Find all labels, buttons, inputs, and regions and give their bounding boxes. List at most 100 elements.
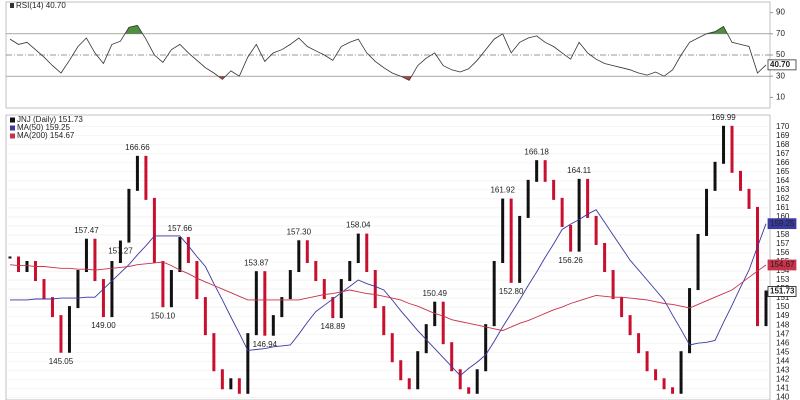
price-bar bbox=[467, 387, 471, 394]
price-bar bbox=[246, 333, 250, 394]
price-bar bbox=[373, 270, 377, 309]
price-bar bbox=[101, 279, 105, 318]
value-label: 153.87 bbox=[244, 258, 269, 267]
value-label: 145.05 bbox=[49, 357, 74, 366]
y-tick-label: 144 bbox=[776, 356, 790, 365]
y-tick-label: 160 bbox=[776, 212, 790, 221]
value-label: 150.49 bbox=[422, 289, 447, 298]
price-bar bbox=[569, 224, 573, 252]
price-bar bbox=[756, 206, 760, 327]
price-bar bbox=[59, 315, 63, 353]
legend-swatch bbox=[10, 117, 15, 123]
y-tick-label: 153 bbox=[776, 275, 790, 284]
price-bar bbox=[25, 261, 29, 273]
value-label: 149.00 bbox=[91, 321, 116, 330]
price-bar bbox=[518, 215, 522, 283]
price-bar bbox=[662, 378, 666, 390]
price-bar bbox=[118, 240, 122, 264]
legend-swatch bbox=[10, 125, 15, 131]
y-tick-label: 164 bbox=[776, 176, 790, 185]
y-tick-label: 70 bbox=[776, 29, 785, 38]
legend-swatch bbox=[10, 133, 15, 139]
price-bar bbox=[722, 125, 726, 164]
price-bar bbox=[594, 215, 598, 245]
price-bar bbox=[50, 297, 54, 318]
price-bar bbox=[339, 279, 343, 319]
value-label: 161.92 bbox=[490, 186, 515, 195]
y-tick-label: 162 bbox=[776, 194, 790, 203]
price-bar bbox=[577, 178, 581, 252]
y-tick-label: 148 bbox=[776, 320, 790, 329]
legend-label: RSI(14) 40.70 bbox=[16, 1, 66, 10]
last-value-label: 151.73 bbox=[770, 287, 795, 296]
price-bar bbox=[747, 188, 751, 209]
value-label: 157.47 bbox=[74, 226, 99, 235]
price-bar bbox=[535, 160, 539, 182]
price-bar bbox=[552, 179, 556, 200]
y-tick-label: 141 bbox=[776, 383, 790, 392]
price-bar bbox=[203, 297, 207, 336]
price-bar bbox=[509, 198, 513, 283]
price-bar bbox=[654, 369, 658, 381]
legend-label: JNJ (Daily) 151.73 bbox=[17, 115, 83, 124]
value-label: 146.94 bbox=[253, 340, 278, 349]
price-bar bbox=[76, 270, 80, 309]
y-tick-label: 163 bbox=[776, 185, 790, 194]
price-bar bbox=[237, 378, 241, 394]
last-value-badge bbox=[767, 259, 797, 271]
y-tick-label: 157 bbox=[776, 239, 790, 248]
y-tick-label: 166 bbox=[776, 158, 790, 167]
price-bar bbox=[450, 342, 454, 372]
y-tick-label: 142 bbox=[776, 374, 790, 383]
value-label: 157.66 bbox=[168, 224, 193, 233]
price-bar bbox=[603, 242, 607, 273]
y-tick-label: 169 bbox=[776, 131, 790, 140]
y-tick-label: 30 bbox=[776, 71, 785, 80]
price-bar bbox=[416, 351, 420, 390]
price-bar bbox=[739, 170, 743, 191]
last-value-badge bbox=[767, 218, 797, 230]
price-bar bbox=[67, 306, 71, 353]
price-bar bbox=[161, 261, 165, 308]
price-bar bbox=[152, 197, 156, 264]
price-bar bbox=[127, 188, 131, 243]
last-value-badge bbox=[767, 286, 797, 297]
y-tick-label: 167 bbox=[776, 149, 790, 158]
price-bar bbox=[110, 261, 114, 318]
price-bar bbox=[671, 387, 675, 394]
price-bar bbox=[186, 237, 190, 264]
price-bar bbox=[560, 197, 564, 227]
value-label: 169.99 bbox=[711, 113, 736, 122]
price-bar bbox=[611, 270, 615, 300]
y-tick-label: 150 bbox=[776, 302, 790, 311]
price-bar bbox=[713, 161, 717, 191]
price-bar bbox=[501, 198, 505, 264]
price-bar bbox=[33, 261, 37, 282]
price-bar bbox=[696, 233, 700, 291]
value-label: 158.04 bbox=[346, 221, 371, 230]
price-bar bbox=[628, 315, 632, 336]
price-bar bbox=[407, 378, 411, 390]
price-bar bbox=[764, 290, 768, 327]
price-bar bbox=[16, 256, 20, 273]
moving-average bbox=[10, 209, 767, 377]
price-bar bbox=[348, 261, 352, 282]
price-bar bbox=[212, 333, 216, 372]
y-tick-label: 140 bbox=[776, 392, 790, 400]
value-label: 152.80 bbox=[499, 287, 524, 296]
y-tick-label: 143 bbox=[776, 365, 790, 374]
price-bar bbox=[475, 369, 479, 394]
last-value-badge bbox=[767, 59, 797, 71]
price-bar bbox=[492, 261, 496, 327]
price-bar bbox=[399, 360, 403, 381]
price-bar bbox=[271, 315, 275, 336]
price-bar bbox=[263, 271, 267, 336]
price-bar bbox=[280, 297, 284, 318]
panel-frame bbox=[5, 114, 771, 400]
last-value-label: 159.25 bbox=[770, 219, 795, 228]
y-tick-label: 146 bbox=[776, 338, 790, 347]
value-label: 166.66 bbox=[125, 143, 150, 152]
price-bar bbox=[331, 297, 335, 319]
moving-average bbox=[9, 261, 767, 332]
